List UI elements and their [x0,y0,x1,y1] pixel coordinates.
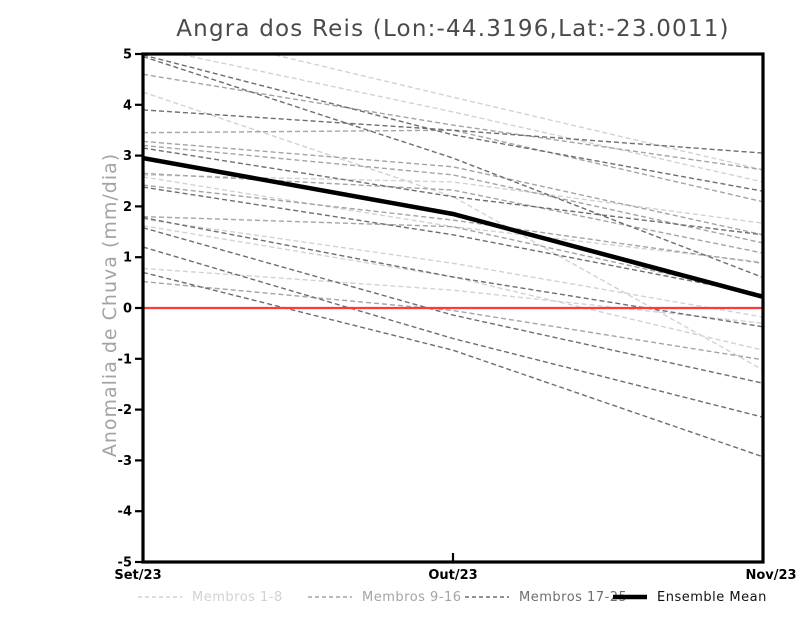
member-line [268,54,763,171]
y-tick-label: 0 [123,302,132,317]
member-line [143,140,763,236]
member-line [143,216,763,328]
x-tick-label: Nov/23 [745,568,796,583]
y-tick-label: 3 [123,149,132,164]
legend-line-sample [138,596,182,598]
member-line [175,54,763,183]
y-tick-label: -1 [118,352,132,367]
member-line [143,176,763,263]
legend-label: Ensemble Mean [657,589,767,605]
chart-title: Angra dos Reis (Lon:-44.3196,Lat:-23.001… [176,16,730,42]
member-line [143,91,763,371]
member-line [143,280,763,361]
legend-item: Membros 1-8 [138,586,283,608]
member-line [143,215,763,296]
member-line [143,184,763,264]
legend-line-sample [308,596,352,598]
member-line [143,227,763,384]
legend-label: Membros 9-16 [362,589,462,605]
legend-item: Membros 17-25 [465,586,627,608]
x-tick-label: Set/23 [114,568,161,583]
y-tick-label: -3 [118,454,132,469]
y-tick-label: 4 [123,98,132,113]
member-line [143,109,763,154]
member-line [143,246,763,418]
member-line [143,129,763,203]
y-tick-label: 5 [123,48,132,63]
member-line [143,172,763,254]
y-tick-label: -5 [118,556,132,571]
legend-label: Membros 1-8 [192,589,283,605]
y-tick-label: 1 [123,251,132,266]
legend-label: Membros 17-25 [519,589,628,605]
member-line [143,144,763,244]
ensemble-mean-line [143,155,763,299]
member-line [143,147,763,236]
member-line [143,271,763,458]
legend-line-sample [465,596,509,598]
member-line [143,225,763,351]
member-line [143,54,763,192]
y-tick-label: 2 [123,200,132,215]
y-tick-label: -4 [118,505,132,520]
member-line [143,55,763,279]
legend: Membros 1-8 Membros 9-16 Membros 17-25 Ense… [0,586,800,608]
member-line [143,186,763,296]
legend-item: Ensemble Mean [613,586,767,608]
member-line [143,218,763,318]
legend-line-sample [613,594,647,600]
x-tick-label: Out/23 [428,568,477,583]
member-line [143,73,763,171]
legend-item: Membros 9-16 [308,586,462,608]
y-tick-label: -2 [118,403,132,418]
